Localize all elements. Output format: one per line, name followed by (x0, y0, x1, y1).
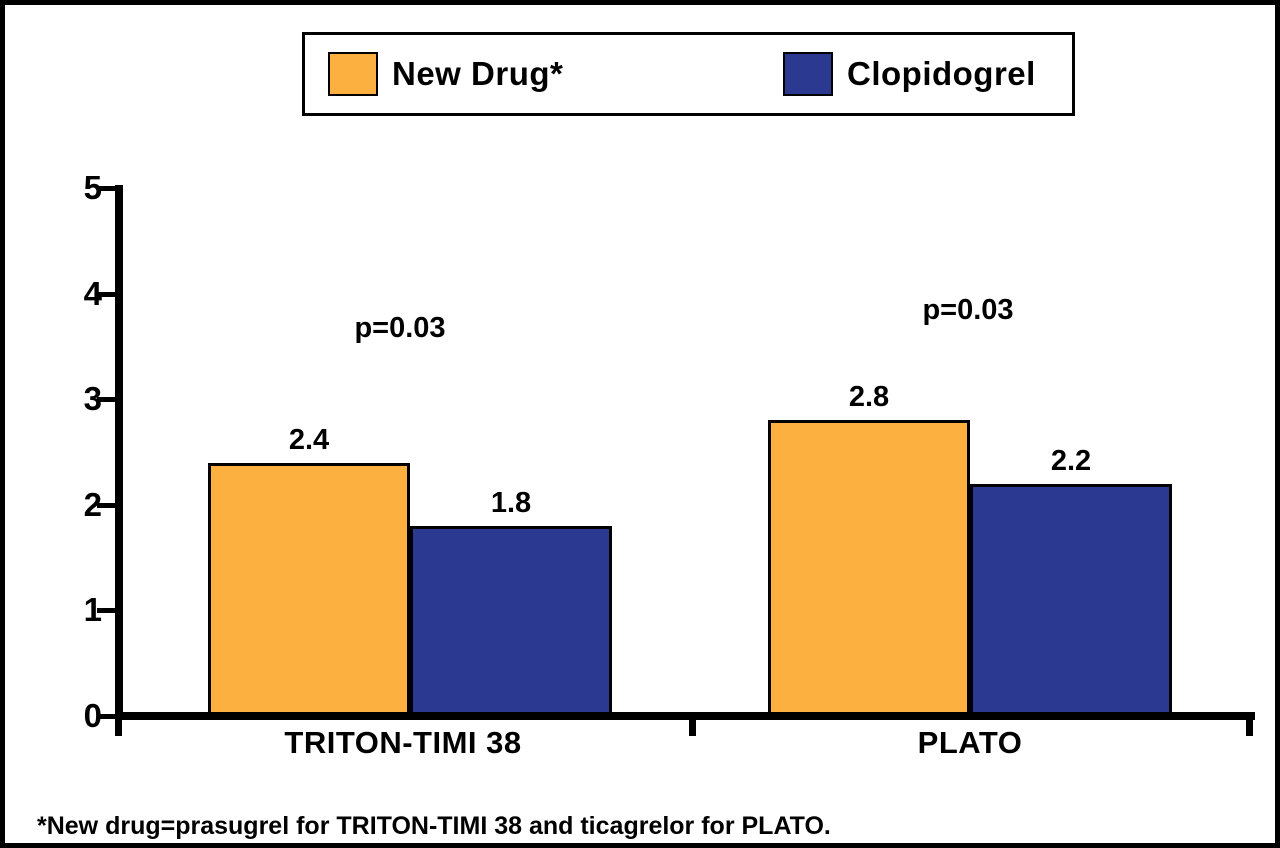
bar-triton-timi-38-new-drug (208, 463, 410, 716)
footnote: *New drug=prasugrel for TRITON-TIMI 38 a… (37, 812, 831, 840)
y-axis-tick-label: 4 (83, 275, 102, 312)
x-axis-tick (115, 715, 122, 736)
p-value-label-plato: p=0.03 (922, 294, 1014, 326)
y-axis-tick-label: 2 (83, 486, 102, 523)
clopidogrel-swatch (783, 52, 833, 96)
y-axis-tick (97, 608, 115, 613)
y-axis-tick (97, 503, 115, 508)
clopidogrel-legend-label: Clopidogrel (847, 55, 1036, 92)
y-axis-tick (97, 292, 115, 297)
x-axis-tick (689, 715, 696, 736)
p-value-label-triton-timi-38: p=0.03 (354, 312, 446, 344)
category-label-triton-timi-38: TRITON-TIMI 38 (284, 725, 522, 760)
x-axis-line (115, 712, 1255, 720)
legend: New Drug* Clopidogrel (302, 32, 1075, 116)
category-label-plato: PLATO (917, 725, 1023, 760)
bar-value-label-plato-new-drug: 2.8 (848, 381, 890, 413)
legend-item-new-drug: New Drug* (328, 35, 563, 113)
y-axis-line (115, 185, 123, 720)
bar-value-label-triton-timi-38-new-drug: 2.4 (288, 424, 330, 456)
y-axis-tick (97, 397, 115, 402)
new-drug-swatch (328, 52, 378, 96)
y-axis-tick (97, 714, 115, 719)
y-axis-tick-label: 0 (83, 697, 102, 734)
bar-triton-timi-38-clopidogrel (410, 526, 612, 716)
bar-value-label-triton-timi-38-clopidogrel: 1.8 (490, 487, 532, 519)
y-axis-tick-label: 1 (83, 591, 102, 628)
bar-plato-clopidogrel (970, 484, 1172, 716)
y-axis-tick (97, 186, 115, 191)
y-axis-tick-label: 5 (83, 169, 102, 206)
legend-item-clopidogrel: Clopidogrel (783, 35, 1036, 113)
y-axis-tick-label: 3 (83, 380, 102, 417)
x-axis-tick (1246, 715, 1253, 736)
bar-value-label-plato-clopidogrel: 2.2 (1050, 445, 1092, 477)
new-drug-legend-label: New Drug* (392, 55, 564, 92)
bar-plato-new-drug (768, 420, 970, 716)
